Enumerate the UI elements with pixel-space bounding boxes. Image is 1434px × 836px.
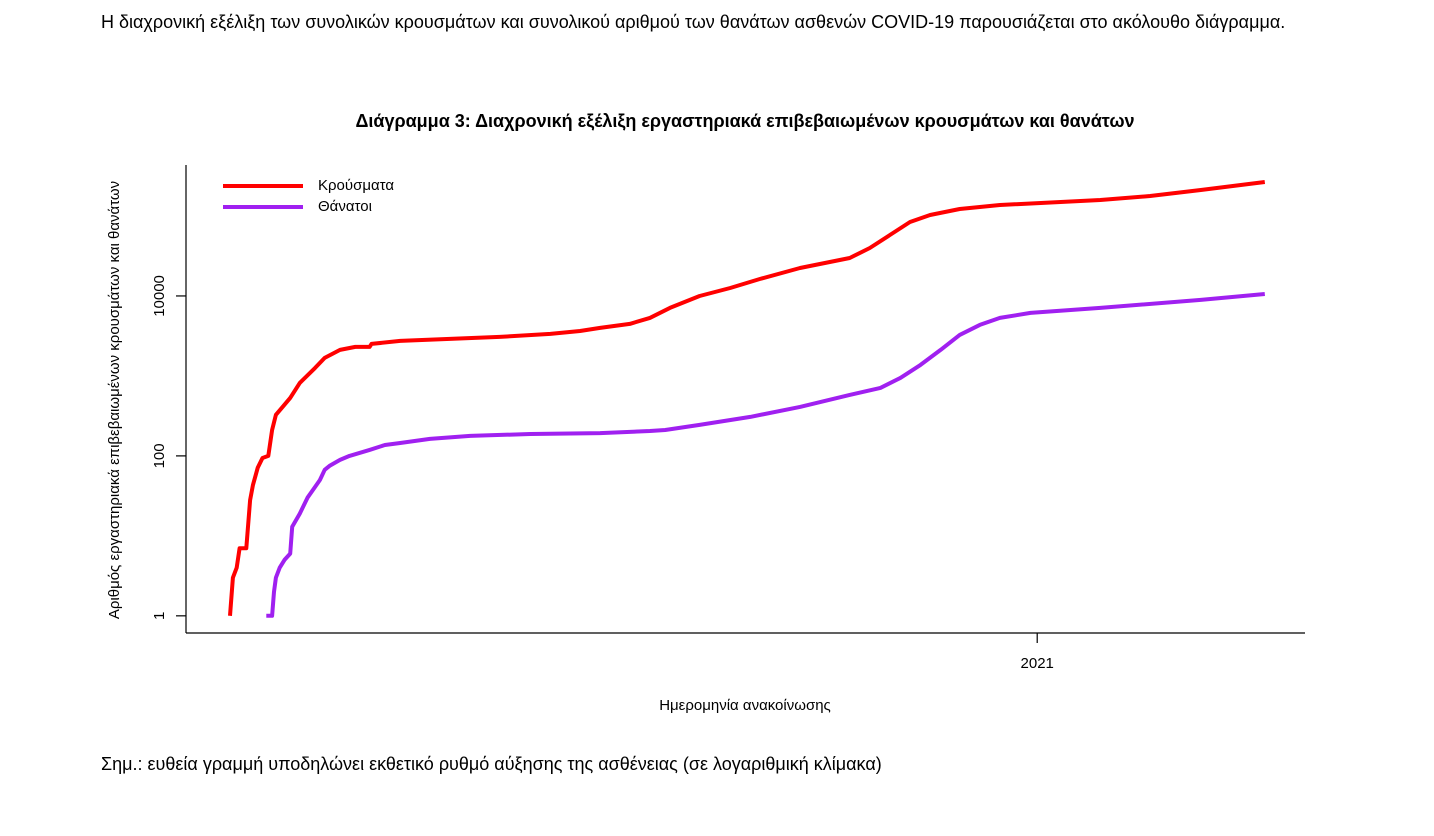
x-tick-label: 2021 [1021, 655, 1054, 672]
y-tick-label: 100 [151, 443, 168, 468]
legend-label: Κρούσματα [318, 177, 394, 194]
x-axis-label: Ημερομηνία ανακοίνωσης [659, 697, 831, 714]
series-line [228, 180, 1266, 616]
y-tick-label: 1 [151, 612, 168, 620]
note-text: Σημ.: ευθεία γραμμή υποδηλώνει εκθετικό … [101, 754, 882, 774]
y-axis-label: Αριθμός εργαστηριακά επιβεβαιωμένων κρου… [106, 181, 123, 619]
y-tick-label: 10000 [151, 275, 168, 317]
series-line [266, 292, 1265, 618]
intro-text: Η διαχρονική εξέλιξη των συνολικών κρουσ… [101, 12, 1286, 32]
chart-title: Διάγραμμα 3: Διαχρονική εξέλιξη εργαστηρ… [355, 111, 1134, 132]
legend-label: Θάνατοι [318, 198, 372, 215]
